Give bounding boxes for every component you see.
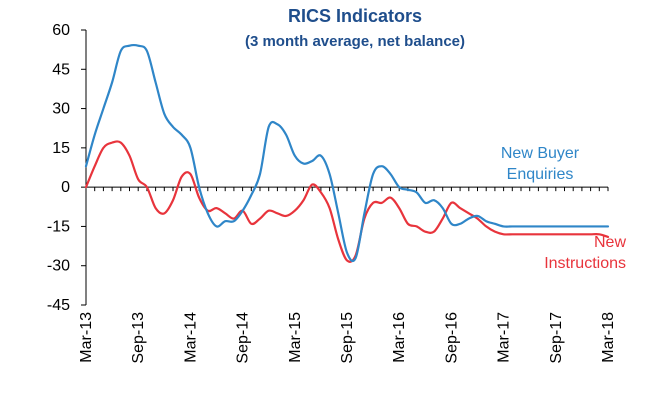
series-label-line: New [594, 234, 626, 251]
x-tick-label: Mar-18 [600, 312, 617, 363]
series-lines [84, 43, 610, 263]
y-tick-label: 0 [61, 179, 70, 196]
series-labels: New Buyer Enquiries New Instructions [501, 145, 627, 272]
series-line-new-buyer-enquiries [84, 43, 610, 263]
series-label-line: Instructions [544, 255, 626, 272]
series-label-line: New Buyer [501, 145, 580, 162]
x-tick-label: Mar-16 [391, 312, 408, 363]
series-label-line: Enquiries [507, 166, 574, 183]
series-label-new-instructions: New Instructions [544, 234, 626, 272]
x-tick-label: Sep-16 [443, 312, 460, 364]
y-tick-label: -30 [47, 258, 70, 275]
x-tick-label: Mar-17 [496, 312, 513, 363]
y-tick-label: 30 [52, 101, 70, 118]
x-tick-label: Mar-14 [182, 312, 199, 363]
x-tick-label: Sep-14 [235, 312, 252, 364]
y-tick-label: -45 [47, 297, 70, 314]
y-tick-label: 15 [52, 140, 70, 157]
x-tick-label: Sep-13 [130, 312, 147, 364]
series-label-new-buyer-enquiries: New Buyer Enquiries [501, 145, 580, 183]
x-tick-label: Mar-15 [287, 312, 304, 363]
x-tick-label: Sep-15 [339, 312, 356, 364]
series-line-new-instructions [84, 140, 610, 263]
x-tick-label: Mar-13 [78, 312, 95, 363]
x-axis: Mar-13 Sep-13 Mar-14 Sep-14 Mar-15 Sep-15 Mar-… [78, 186, 617, 364]
y-axis: 60 45 30 15 0 -15 -30 -45 [47, 22, 87, 314]
y-tick-label: 60 [52, 22, 70, 39]
x-tick-label: Sep-17 [548, 312, 565, 364]
chart-subtitle: (3 month average, net balance) [245, 33, 465, 50]
y-tick-label: 45 [52, 61, 70, 78]
y-tick-label: -15 [47, 218, 70, 235]
chart-title: RICS Indicators [288, 6, 422, 26]
